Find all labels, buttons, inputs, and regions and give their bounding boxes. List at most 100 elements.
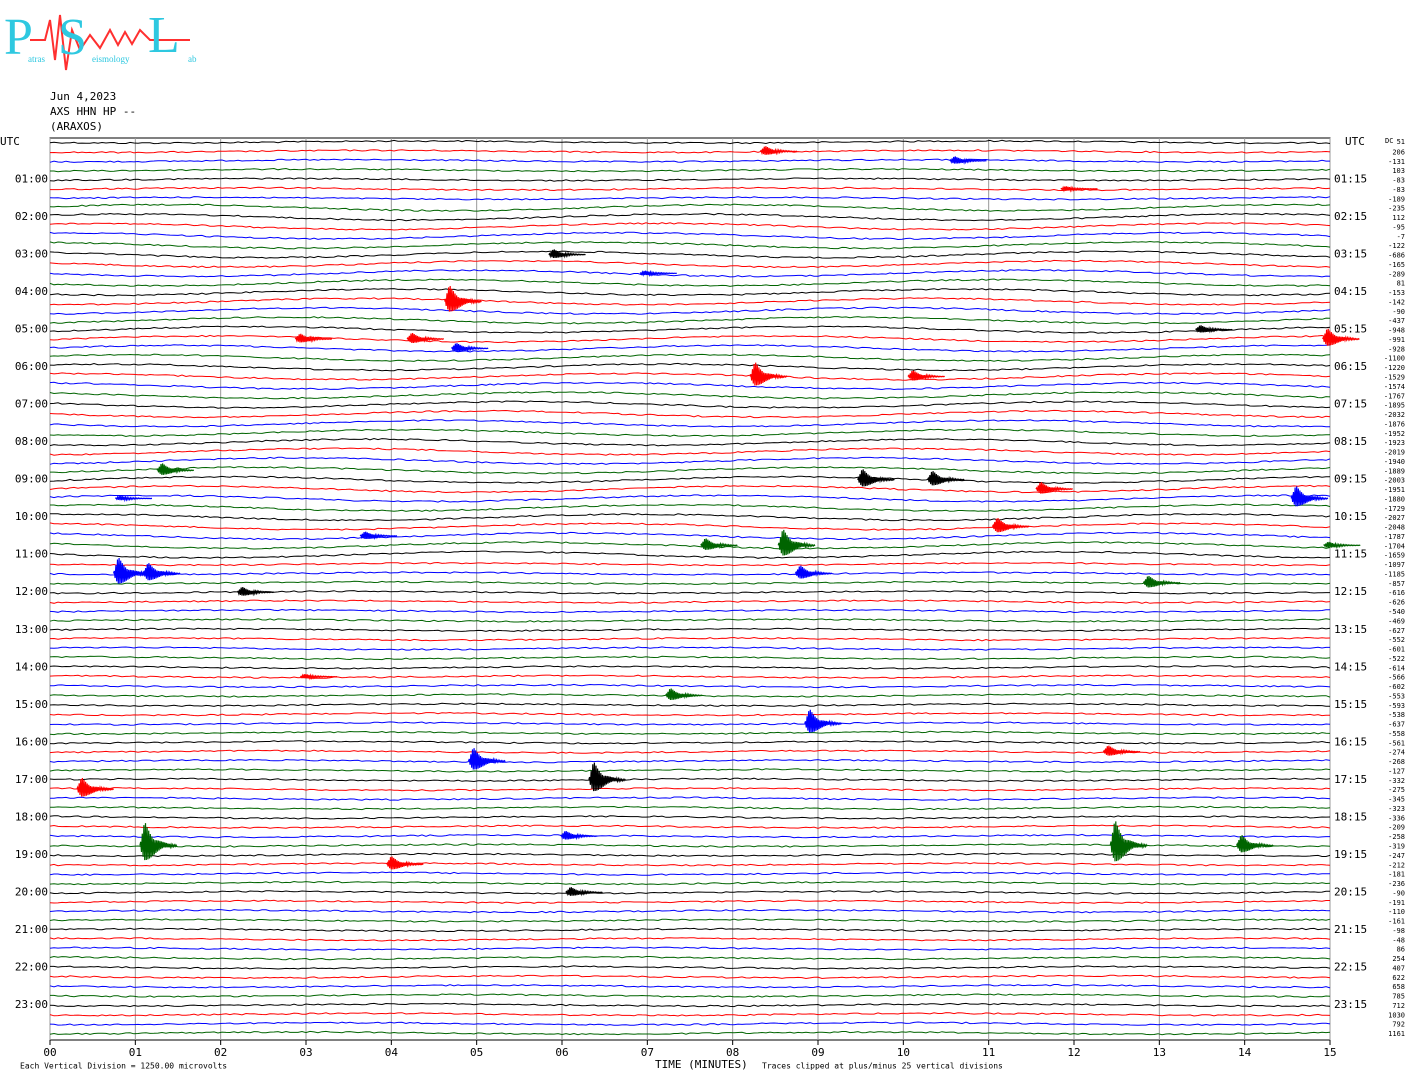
dc-value: -1659 <box>1384 552 1405 560</box>
title-line: AXS HHN HP -- <box>50 105 136 118</box>
trace <box>49 372 1331 381</box>
trace <box>49 618 1331 623</box>
trace <box>49 409 1331 419</box>
trace <box>49 665 1331 670</box>
trace <box>49 437 1331 447</box>
x-tick-label: 03 <box>299 1046 312 1059</box>
dc-value: -1952 <box>1384 430 1405 438</box>
trace <box>49 561 1331 567</box>
trace <box>50 805 1331 811</box>
hour-label: 08:00 <box>15 435 48 448</box>
seismic-event <box>112 557 151 584</box>
seismic-event <box>588 762 627 792</box>
dc-value: -616 <box>1388 589 1405 597</box>
dc-value: -1097 <box>1384 561 1405 569</box>
trace <box>50 927 1331 933</box>
seismic-event <box>1235 835 1274 853</box>
dc-value: -1574 <box>1384 383 1405 391</box>
dc-value: -181 <box>1388 871 1405 879</box>
seismic-event <box>139 823 178 861</box>
trace <box>49 946 1331 951</box>
trace <box>49 259 1331 269</box>
trace <box>49 955 1331 961</box>
trace <box>49 777 1331 783</box>
trace <box>49 608 1330 614</box>
trace <box>49 297 1331 306</box>
seismic-event <box>406 332 445 343</box>
trace <box>49 381 1331 391</box>
trace <box>49 646 1330 651</box>
hour-label: 04:15 <box>1334 285 1367 298</box>
hour-label: 13:00 <box>15 623 48 636</box>
hour-label: 09:15 <box>1334 473 1367 486</box>
trace <box>49 974 1331 980</box>
dc-value: -289 <box>1388 270 1405 278</box>
dc-value: -566 <box>1388 674 1405 682</box>
hour-label: 22:00 <box>15 960 48 973</box>
trace <box>49 419 1330 428</box>
trace <box>49 937 1331 942</box>
dc-value: -626 <box>1388 599 1405 607</box>
hour-label: 15:00 <box>15 698 48 711</box>
trace <box>49 149 1331 154</box>
seismic-event <box>1290 486 1329 507</box>
dc-value: -540 <box>1388 608 1405 616</box>
logo-l: L <box>148 7 180 64</box>
trace <box>49 655 1331 661</box>
seismic-event <box>565 887 603 897</box>
dc-value: -161 <box>1388 918 1405 926</box>
seismic-event <box>560 830 598 841</box>
hour-label: 16:15 <box>1334 735 1367 748</box>
dc-value: -1940 <box>1384 458 1405 466</box>
trace <box>49 550 1331 559</box>
trace <box>49 833 1330 839</box>
seismic-event <box>299 673 338 681</box>
seismic-event <box>450 343 489 353</box>
dc-value: -110 <box>1388 908 1405 916</box>
trace <box>49 531 1331 541</box>
dc-value: 712 <box>1392 1002 1405 1010</box>
dc-value: -98 <box>1392 927 1405 935</box>
trace <box>49 730 1331 736</box>
seismic-event <box>156 463 195 475</box>
dc-value: -323 <box>1388 805 1405 813</box>
hour-label: 23:15 <box>1334 998 1367 1011</box>
trace <box>49 541 1331 550</box>
x-axis-label: TIME (MINUTES) <box>655 1058 748 1071</box>
trace <box>49 636 1331 642</box>
seismic-event <box>548 249 586 259</box>
seismic-event <box>142 563 181 581</box>
trace <box>49 428 1331 438</box>
hour-label: 10:15 <box>1334 510 1367 523</box>
dc-value: -522 <box>1388 655 1405 663</box>
dc-value: 86 <box>1397 946 1405 954</box>
trace <box>49 711 1331 717</box>
dc-value: -602 <box>1388 683 1405 691</box>
seismic-event <box>236 587 275 597</box>
hour-label: 21:00 <box>15 923 48 936</box>
dc-value: -332 <box>1388 777 1405 785</box>
dc-value: 81 <box>1397 280 1405 288</box>
trace <box>49 231 1331 241</box>
trace <box>49 484 1331 494</box>
trace <box>50 965 1331 970</box>
hour-label: 17:00 <box>15 773 48 786</box>
dc-value: -95 <box>1392 223 1405 231</box>
trace <box>49 571 1331 576</box>
dc-value: -1880 <box>1384 495 1405 503</box>
trace <box>49 287 1331 297</box>
trace <box>49 494 1331 503</box>
seismic-event <box>359 531 398 540</box>
hour-label: 03:15 <box>1334 248 1367 261</box>
dc-value: -1895 <box>1384 402 1405 410</box>
trace <box>49 1021 1331 1026</box>
x-tick-label: 09 <box>811 1046 824 1059</box>
dc-value: -601 <box>1388 646 1405 654</box>
dc-value: -553 <box>1388 692 1405 700</box>
dc-value: 792 <box>1392 1021 1405 1029</box>
trace <box>49 325 1331 334</box>
trace <box>49 880 1331 886</box>
dc-value: -258 <box>1388 833 1405 841</box>
dc-value: -1767 <box>1384 392 1405 400</box>
hour-label: 14:15 <box>1334 660 1367 673</box>
